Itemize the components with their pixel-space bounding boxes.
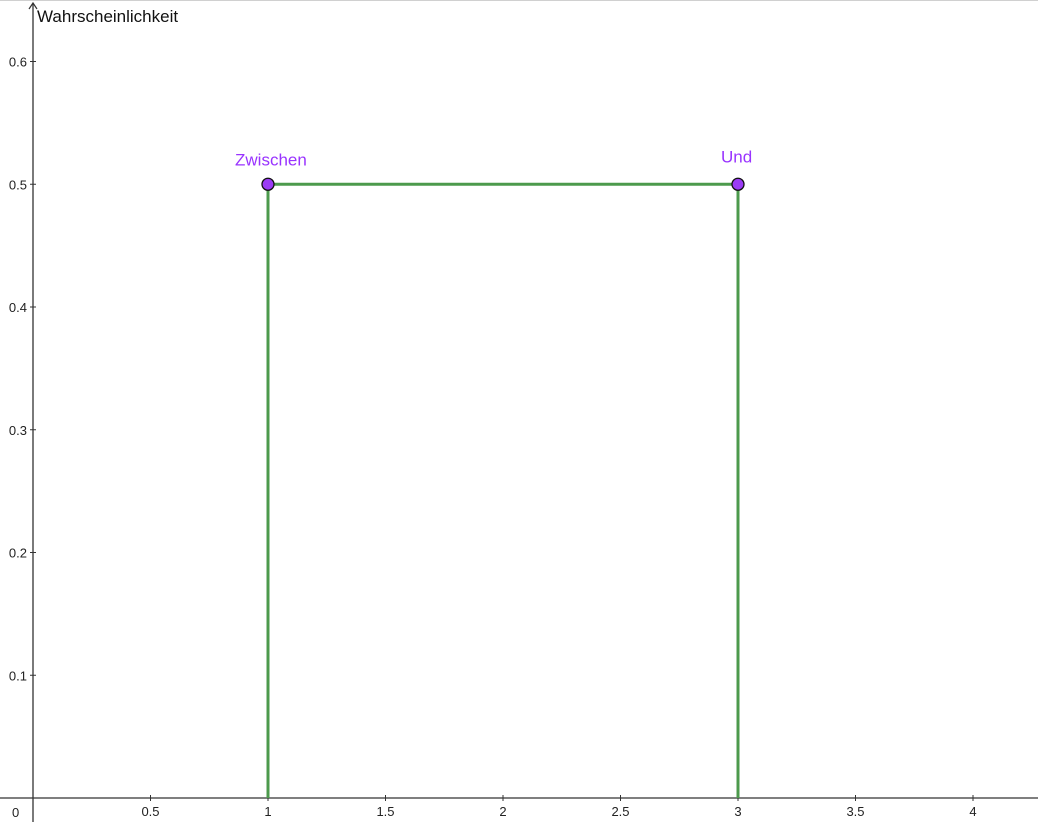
- point-und: [731, 177, 745, 191]
- series: [266, 182, 740, 798]
- y-tick-label: 0.3: [9, 423, 27, 438]
- points: Zwischen Und: [235, 147, 752, 191]
- y-tick-label: 0.2: [9, 546, 27, 561]
- x-tick-label: 3.5: [846, 804, 864, 819]
- x-tick-label: 4: [969, 804, 976, 819]
- x-tick-label: 3: [734, 804, 741, 819]
- x-tick-label: 1.5: [376, 804, 394, 819]
- x-tick-label: 1: [264, 804, 271, 819]
- y-tick-label: 0.6: [9, 55, 27, 70]
- point-label: Zwischen: [235, 150, 307, 169]
- x-tick-label: 2: [499, 804, 506, 819]
- y-axis-title: Wahrscheinlichkeit: [37, 7, 178, 26]
- x-tick-label: 0.5: [141, 804, 159, 819]
- y-axis-arrow: [28, 1, 38, 10]
- y-tick-label: 0.5: [9, 177, 27, 192]
- ticks: 0.5 1 1.5 2 2.5 3 3.5 4 0.1 0.2 0.3 0.4 0.5 0.6: [9, 55, 977, 820]
- point-zwischen: [261, 177, 275, 191]
- y-tick-label: 0.4: [9, 300, 27, 315]
- origin-label: 0: [12, 805, 19, 820]
- x-tick-label: 2.5: [611, 804, 629, 819]
- y-tick-label: 0.1: [9, 668, 27, 683]
- point-label: Und: [721, 147, 752, 166]
